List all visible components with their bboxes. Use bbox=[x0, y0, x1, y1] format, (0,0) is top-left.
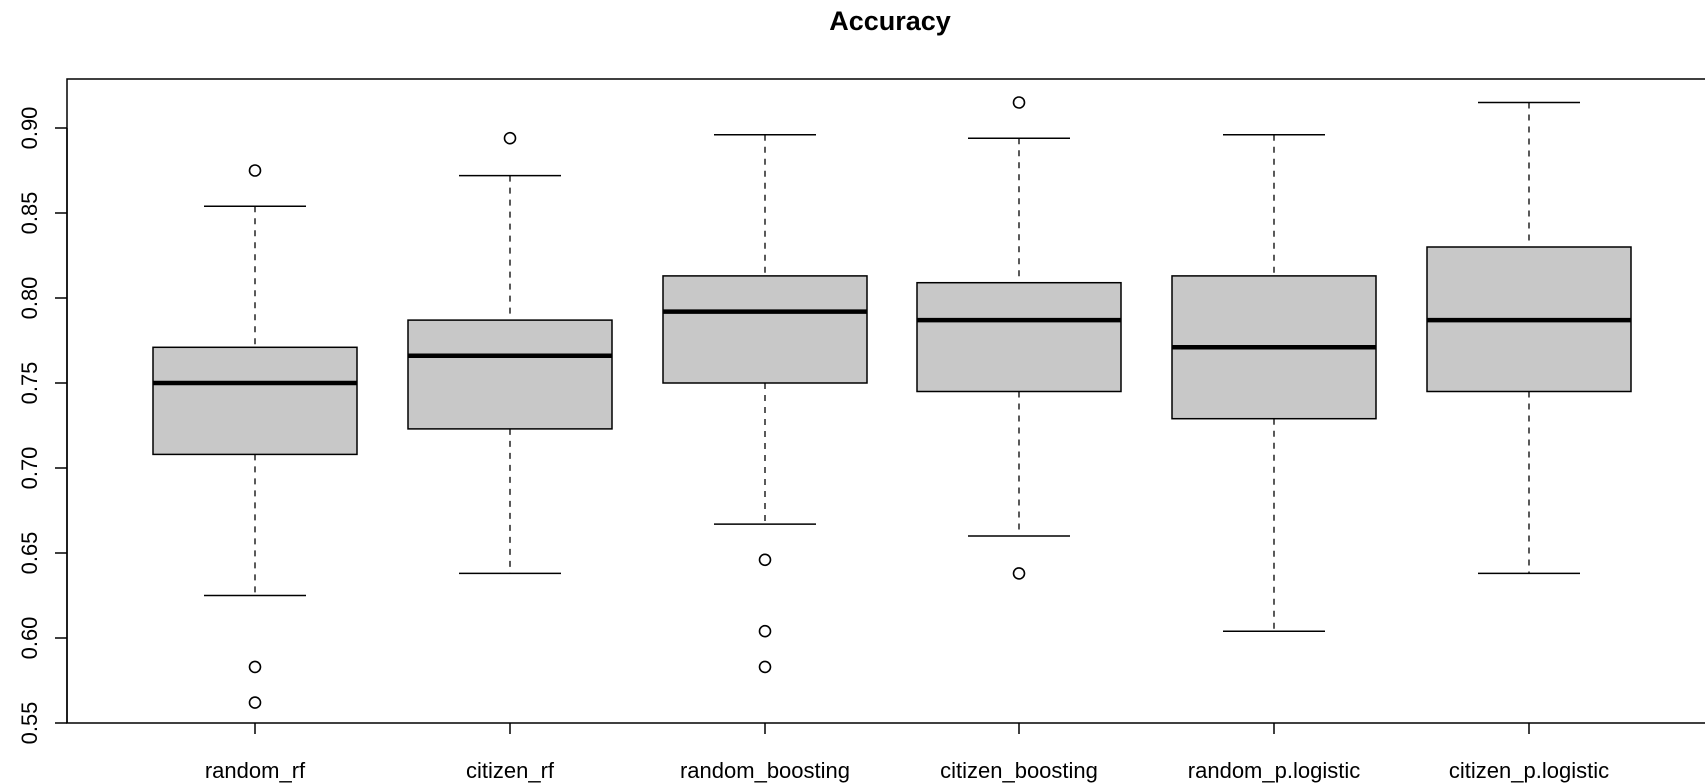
outlier-point bbox=[1012, 567, 1026, 580]
outlier-point bbox=[248, 660, 262, 674]
y-tick-label: 0.70 bbox=[17, 447, 42, 490]
iqr-box bbox=[407, 319, 613, 430]
y-tick-label: 0.60 bbox=[17, 617, 42, 660]
outlier-point bbox=[248, 696, 262, 709]
y-tick-label: 0.75 bbox=[17, 362, 42, 405]
outlier-point bbox=[248, 164, 262, 177]
box-random_p.logistic bbox=[1171, 134, 1377, 632]
y-tick-label: 0.55 bbox=[17, 702, 42, 745]
iqr-box bbox=[152, 346, 358, 456]
iqr-box bbox=[662, 275, 868, 384]
box-citizen_rf bbox=[407, 131, 613, 575]
iqr-box bbox=[916, 281, 1122, 393]
x-tick-label: random_rf bbox=[205, 758, 306, 783]
x-tick-label: random_p.logistic bbox=[1188, 758, 1360, 783]
chart-title: Accuracy bbox=[829, 6, 951, 36]
outlier-point bbox=[758, 624, 772, 638]
box-citizen_p.logistic bbox=[1426, 101, 1632, 575]
box-random_boosting bbox=[662, 134, 868, 674]
box-random_rf bbox=[152, 164, 358, 709]
x-tick-label: random_boosting bbox=[680, 758, 850, 783]
outlier-point bbox=[758, 553, 772, 567]
y-axis: 0.55 0.60 0.65 0.70 0.75 0.80 0.85 0.90 bbox=[17, 107, 68, 745]
outlier-point bbox=[1012, 96, 1026, 109]
x-axis: random_rf citizen_rf random_boosting citize… bbox=[205, 723, 1609, 783]
x-tick-label: citizen_rf bbox=[466, 758, 555, 783]
y-tick-label: 0.85 bbox=[17, 192, 42, 235]
outlier-point bbox=[503, 131, 517, 145]
boxes bbox=[152, 96, 1632, 709]
y-tick-label: 0.90 bbox=[17, 107, 42, 150]
x-tick-label: citizen_boosting bbox=[940, 758, 1098, 783]
outlier-point bbox=[758, 660, 772, 674]
y-tick-label: 0.80 bbox=[17, 277, 42, 320]
x-tick-label: citizen_p.logistic bbox=[1449, 758, 1609, 783]
box-citizen_boosting bbox=[916, 96, 1122, 580]
y-tick-label: 0.65 bbox=[17, 532, 42, 575]
